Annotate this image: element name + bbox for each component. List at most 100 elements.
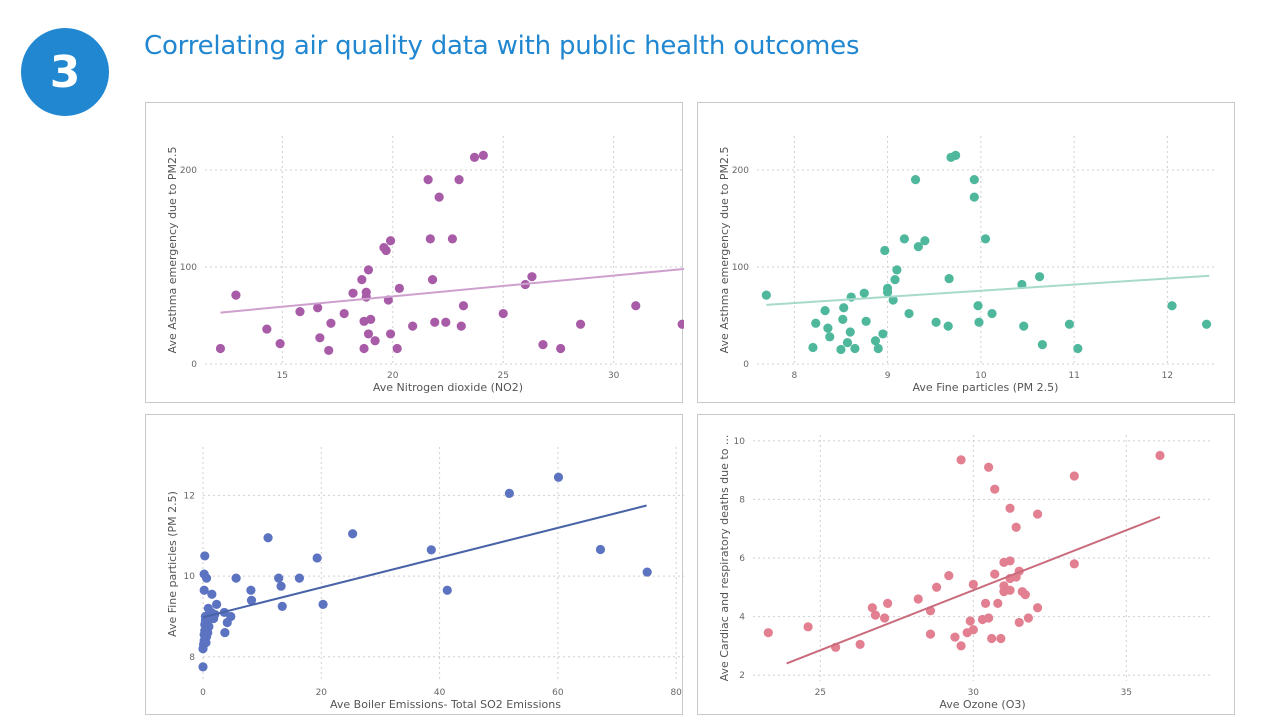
scatter-point: [1011, 522, 1021, 532]
step-number-badge: 3: [21, 28, 109, 116]
scatter-point: [434, 192, 444, 202]
scatter-point: [1005, 556, 1015, 566]
scatter-point: [973, 301, 983, 311]
x-tick-label: 10: [975, 371, 987, 381]
scatter-point: [1020, 590, 1030, 600]
scatter-point: [220, 627, 230, 638]
scatter-point: [575, 319, 586, 329]
scatter-point: [956, 455, 966, 465]
y-tick-label: 200: [732, 166, 749, 176]
x-axis-label: Ave Ozone (O3): [939, 698, 1025, 711]
scatter-point: [295, 307, 305, 317]
x-tick-label: 30: [608, 371, 620, 381]
y-tick-label: 100: [180, 263, 197, 273]
scatter-point: [203, 603, 213, 613]
scatter-point: [1064, 319, 1075, 329]
x-tick-label: 25: [498, 371, 509, 381]
scatter-point: [198, 662, 208, 672]
scatter-point: [987, 308, 997, 319]
scatter-point: [442, 585, 452, 595]
scatter-point: [363, 329, 374, 339]
scatter-point: [430, 317, 440, 327]
x-tick-label: 30: [968, 688, 980, 698]
scatter-point: [879, 613, 890, 623]
scatter-point: [990, 484, 1000, 494]
y-axis-label: Ave Cardiac and respiratory deaths due t…: [718, 435, 731, 682]
scatter-point: [1201, 319, 1212, 329]
scatter-point: [842, 338, 853, 348]
y-tick-label: 0: [191, 360, 197, 370]
scatter-point: [950, 632, 960, 642]
scatter-point: [478, 150, 488, 161]
y-tick-label: 8: [739, 495, 745, 505]
scatter-point: [447, 234, 458, 244]
scatter-point: [880, 245, 890, 256]
scatter-point: [965, 616, 975, 626]
scatter-point: [990, 569, 1000, 579]
scatter-point: [370, 336, 380, 346]
scatter-point: [823, 323, 833, 333]
x-tick-label: 15: [277, 371, 288, 381]
scatter-point: [882, 287, 893, 297]
scatter-point: [839, 303, 849, 313]
scatter-point: [951, 150, 961, 161]
y-tick-label: 4: [739, 613, 745, 623]
scatter-point: [944, 570, 954, 581]
scatter-point: [873, 343, 883, 354]
scatter-point: [538, 339, 548, 350]
y-axis-label: Ave Fine particles (PM 2.5): [166, 491, 179, 637]
scatter-chart-asthma-vs-pm25: 8 9 10 11 12 0 100 200 Ave Fine particles (PM 2.…: [718, 136, 1214, 394]
scatter-point: [910, 175, 921, 185]
x-tick-label: 8: [791, 371, 797, 381]
scatter-point: [859, 288, 869, 298]
scatter-point: [974, 317, 984, 327]
trend-line: [766, 274, 1210, 306]
scatter-point: [426, 545, 436, 555]
scatter-point: [326, 318, 336, 328]
y-tick-label: 12: [184, 491, 195, 501]
scatter-point: [1032, 603, 1043, 613]
scatter-point: [215, 343, 226, 354]
scatter-point: [987, 633, 997, 644]
y-tick-label: 8: [189, 653, 195, 663]
scatter-point: [361, 292, 371, 302]
scatter-point: [357, 274, 367, 285]
scatter-point: [820, 306, 830, 316]
scatter-chart-deaths-vs-ozone: 25 30 35 2 4 6 8 10 Ave Ozone (O3) Ave Cardiac an…: [718, 435, 1212, 711]
y-tick-label: 0: [743, 360, 749, 370]
scatter-chart-asthma-vs-no2: 15 20 25 30 0 100 200 Ave Nitrogen dioxide (NO2…: [166, 136, 684, 394]
scatter-point: [642, 567, 652, 577]
scatter-point: [231, 573, 241, 583]
scatter-point: [867, 603, 877, 613]
scatter-point: [969, 175, 979, 185]
scatter-point: [956, 641, 966, 651]
scatter-point: [498, 308, 508, 319]
y-tick-label: 100: [732, 263, 749, 273]
scatter-point: [226, 611, 236, 622]
scatter-point: [469, 152, 480, 162]
scatter-point: [888, 295, 898, 305]
scatter-point: [890, 274, 900, 285]
scatter-point: [392, 343, 402, 354]
x-axis-label: Ave Boiler Emissions- Total SO2 Emission…: [330, 698, 561, 711]
x-axis-label: Ave Nitrogen dioxide (NO2): [373, 381, 523, 394]
scatter-point: [263, 533, 273, 543]
scatter-point: [808, 342, 818, 353]
scatter-point: [556, 343, 566, 354]
y-axis-label: Ave Asthma emergency due to PM2.5: [718, 147, 731, 354]
scatter-point: [996, 633, 1006, 644]
scatter-point: [980, 598, 991, 608]
scatter-point: [920, 236, 930, 246]
scatter-point: [504, 488, 514, 498]
scatter-point: [761, 290, 771, 300]
trend-line: [786, 516, 1161, 665]
scatter-point: [1017, 279, 1027, 290]
scatter-point: [324, 345, 334, 356]
x-tick-label: 40: [434, 688, 446, 698]
scatter-point: [836, 344, 846, 355]
scatter-point: [980, 234, 991, 244]
x-tick-label: 60: [552, 688, 564, 698]
scatter-point: [904, 308, 914, 319]
scatter-point: [595, 544, 606, 555]
scatter-point: [1019, 321, 1029, 331]
